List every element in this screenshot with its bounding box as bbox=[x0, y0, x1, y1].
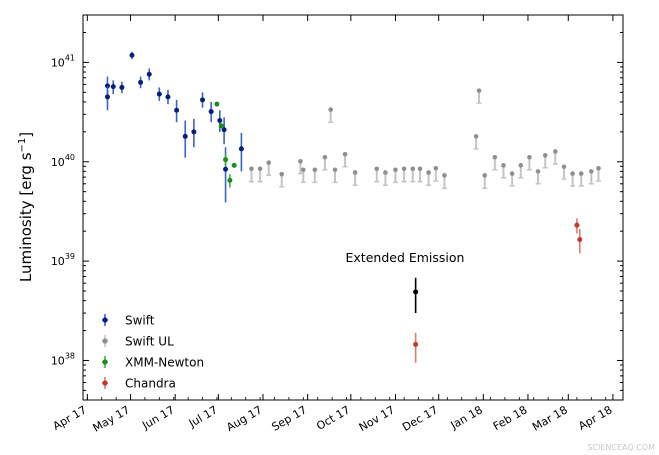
legend-marker-dot bbox=[102, 317, 108, 323]
swift-ul-point bbox=[589, 169, 594, 174]
x-tick-label: Jun 17 bbox=[139, 403, 176, 432]
y-tick-label: 1038 bbox=[51, 351, 75, 367]
x-tick-label: Jan 18 bbox=[448, 403, 485, 432]
swift-ul-point bbox=[374, 166, 380, 172]
swift-ul-point bbox=[279, 171, 285, 177]
swift-point bbox=[146, 71, 152, 77]
swift-ul-point bbox=[332, 167, 338, 173]
x-tick-label: Dec 17 bbox=[400, 403, 440, 434]
y-tick-label: 1040 bbox=[51, 153, 75, 169]
chandra-point bbox=[574, 222, 580, 228]
swift-ul-point bbox=[249, 166, 254, 172]
swift-ul-point bbox=[596, 165, 601, 171]
swift-point bbox=[104, 83, 110, 89]
swift-ul-point bbox=[442, 173, 447, 178]
swift-point bbox=[200, 97, 206, 103]
legend: Swift Swift UL XMM-Newton Chandra bbox=[102, 314, 204, 391]
plot-frame bbox=[82, 14, 624, 401]
legend-label: XMM-Newton bbox=[125, 356, 204, 370]
swift-ul-point bbox=[433, 165, 439, 171]
swift-ul-point bbox=[410, 166, 416, 172]
swift-ul-point bbox=[298, 159, 303, 164]
swift-point bbox=[174, 107, 180, 113]
swift-ul-point bbox=[509, 171, 515, 176]
swift-point bbox=[221, 127, 227, 133]
x-tick-label: Oct 17 bbox=[314, 403, 352, 433]
swift-point bbox=[182, 133, 188, 139]
swift-ul-point bbox=[312, 167, 318, 173]
y-axis-label: Luminosity [erg s−1] bbox=[17, 132, 35, 282]
swift-ul-point bbox=[393, 167, 398, 173]
swift-point bbox=[119, 84, 125, 90]
legend-marker-dot bbox=[102, 338, 108, 344]
swift-point bbox=[110, 84, 116, 90]
swift-ul-point bbox=[482, 173, 488, 178]
y-tick-label: 1041 bbox=[51, 53, 75, 69]
swift-ul-point bbox=[561, 164, 567, 170]
swift-point bbox=[156, 91, 162, 97]
y-axis-label-exponent: −1 bbox=[17, 138, 28, 153]
x-tick-label: Feb 18 bbox=[491, 403, 530, 433]
swift-ul-point bbox=[473, 134, 479, 139]
swift-point bbox=[129, 52, 135, 58]
swift-point bbox=[223, 166, 229, 172]
x-tick-label: Sep 17 bbox=[270, 403, 310, 433]
swift-ul-point bbox=[527, 154, 532, 160]
legend-label: Chandra bbox=[125, 377, 176, 391]
legend-marker-dot bbox=[102, 359, 108, 365]
annotation-extended-emission: Extended Emission bbox=[346, 250, 465, 265]
x-tick-label: Jul 17 bbox=[186, 403, 220, 430]
swift-ul-point bbox=[542, 153, 548, 158]
x-tick-label: Nov 17 bbox=[357, 403, 397, 434]
swift-ul-point bbox=[476, 88, 482, 93]
watermark: SCIENCEAQ.COM bbox=[587, 443, 655, 452]
swift-ul-point bbox=[417, 166, 423, 172]
swift-point bbox=[191, 129, 197, 135]
x-tick-label: Mar 18 bbox=[530, 403, 570, 433]
swift-ul-point bbox=[501, 163, 506, 168]
x-tick-label: May 17 bbox=[91, 403, 132, 434]
legend-label: Swift UL bbox=[125, 335, 174, 349]
xmm-newton-point bbox=[218, 123, 224, 129]
swift-ul-point bbox=[322, 154, 328, 160]
swift-ul-point bbox=[328, 107, 333, 112]
swift-ul-point bbox=[301, 167, 306, 173]
xmm-newton-point bbox=[227, 177, 233, 183]
xmm-newton-point bbox=[223, 157, 229, 163]
swift-point bbox=[208, 109, 214, 115]
xmm-newton-point bbox=[231, 162, 237, 168]
xmm-newton-point bbox=[214, 101, 220, 107]
swift-ul-point bbox=[352, 170, 358, 175]
swift-ul-point bbox=[535, 169, 541, 174]
swift-ul-point bbox=[383, 170, 388, 175]
x-tick-label: Aug 17 bbox=[224, 403, 264, 434]
x-tick-label: Apr 18 bbox=[576, 403, 614, 433]
swift-ul-point bbox=[401, 166, 407, 172]
swift-point bbox=[217, 118, 223, 124]
swift-ul-point bbox=[518, 163, 524, 168]
legend-label: Swift bbox=[125, 314, 155, 328]
swift-point bbox=[238, 146, 244, 152]
y-tick-label: 1039 bbox=[51, 252, 75, 268]
swift-point bbox=[138, 79, 144, 85]
legend-marker-dot bbox=[102, 380, 108, 386]
swift-ul-point bbox=[578, 171, 584, 176]
swift-ul-point bbox=[426, 170, 431, 175]
swift-ul-point bbox=[266, 160, 272, 165]
swift-ul-point bbox=[342, 151, 348, 157]
swift-point bbox=[165, 94, 171, 100]
swift-ul-point bbox=[492, 154, 498, 160]
swift-ul-point bbox=[257, 166, 263, 172]
swift-ul-point bbox=[570, 171, 575, 176]
x-tick-label: Apr 17 bbox=[51, 403, 89, 433]
swift-point bbox=[104, 94, 110, 100]
chandra-point bbox=[413, 341, 419, 347]
swift-ul-point bbox=[553, 149, 558, 154]
chandra-point bbox=[577, 237, 583, 243]
extended-emission-point bbox=[413, 289, 419, 295]
